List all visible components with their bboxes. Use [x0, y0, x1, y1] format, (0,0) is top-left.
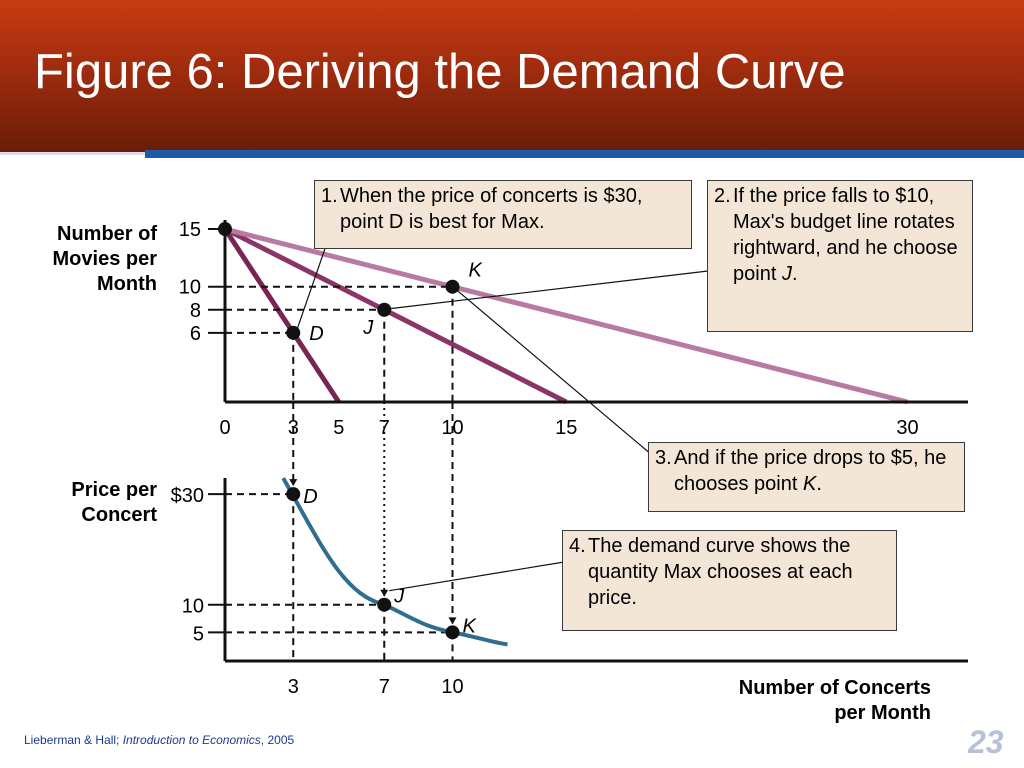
- callout-number: 1.: [321, 185, 338, 207]
- top-y-tick-label: 8: [190, 300, 201, 322]
- leader-callout-1: [296, 239, 329, 330]
- point-label-J: J: [362, 317, 374, 339]
- connector-arrow-J: [380, 589, 389, 597]
- source-credit: Lieberman & Hall; Introduction to Econom…: [24, 733, 294, 747]
- top-y-axis-title: Movies per: [53, 248, 158, 270]
- top-y-tick-label: 6: [190, 323, 201, 345]
- callout-number: 2.: [714, 185, 731, 207]
- callout-number: 4.: [569, 535, 586, 557]
- bottom-x-tick-label: 10: [441, 676, 463, 698]
- bottom-y-axis-title: Concert: [81, 504, 157, 526]
- callout-point-label: J: [781, 263, 792, 285]
- callout-text: And if the price drops to $5, he chooses…: [674, 447, 947, 495]
- callout-number: 3.: [655, 447, 672, 469]
- budget-line-2: [223, 226, 568, 405]
- callout-point-label: K: [802, 473, 817, 495]
- credit-book: Introduction to Economics: [122, 733, 261, 747]
- top-x-tick-label: 15: [555, 417, 577, 439]
- top-x-tick-label: 30: [896, 417, 918, 439]
- demand-point-label-K: K: [463, 615, 478, 637]
- callout-2: 2. If the price falls to $10, Max's budg…: [707, 180, 973, 332]
- demand-point-label-D: D: [303, 486, 317, 508]
- leader-callout-3: [457, 290, 653, 456]
- top-x-tick-label: 0: [219, 417, 230, 439]
- callout-text: The demand curve shows the quantity Max …: [588, 535, 853, 609]
- callout-tail: .: [816, 473, 822, 495]
- top-y-axis-title: Month: [97, 273, 157, 295]
- top-y-tick-label: 10: [179, 277, 201, 299]
- callout-text: When the price of concerts is $30, point…: [340, 185, 643, 233]
- budget-line-1: [222, 227, 341, 404]
- point-label-D: D: [309, 323, 323, 345]
- callout-3: 3. And if the price drops to $5, he choo…: [648, 442, 965, 512]
- leader-callout-2: [389, 270, 709, 310]
- demand-curve: [281, 477, 508, 647]
- leader-callout-4: [389, 561, 565, 592]
- bottom-y-tick-label: 5: [193, 623, 204, 645]
- connector-arrow-K: [448, 617, 457, 625]
- bottom-y-tick-label: $30: [171, 485, 204, 507]
- demand-point-label-J: J: [393, 586, 405, 608]
- page-number: 23: [968, 724, 1004, 760]
- slide-title: Figure 6: Deriving the Demand Curve: [34, 45, 846, 99]
- accent-bar: [145, 150, 1024, 158]
- callout-tail: .: [791, 263, 798, 285]
- point-D: [286, 325, 301, 340]
- bottom-x-axis-title: Number of Concerts: [739, 677, 931, 699]
- bottom-x-axis-title: per Month: [834, 702, 931, 724]
- point-label-K: K: [469, 260, 484, 282]
- bottom-x-tick-label: 7: [379, 676, 390, 698]
- bottom-y-tick-label: 10: [182, 596, 204, 618]
- credit-year: , 2005: [260, 733, 295, 747]
- callout-4: 4. The demand curve shows the quantity M…: [562, 530, 897, 631]
- callout-text: If the price falls to $10, Max's budget …: [733, 185, 958, 285]
- connector-arrow-D: [289, 479, 298, 487]
- title-banner: Figure 6: Deriving the Demand Curve: [0, 0, 1024, 152]
- point-J: [377, 302, 392, 317]
- top-y-tick-label: 15: [179, 219, 201, 241]
- intercept-point: [218, 222, 232, 237]
- budget-line-3: [224, 226, 909, 405]
- top-y-axis-title: Number of: [57, 223, 157, 245]
- point-K: [445, 279, 460, 294]
- top-x-tick-label: 5: [333, 417, 344, 439]
- demand-point-D: [286, 487, 301, 502]
- demand-point-K: [445, 625, 460, 640]
- demand-point-J: [377, 597, 392, 612]
- bottom-y-axis-title: Price per: [71, 479, 157, 501]
- bottom-x-tick-label: 3: [288, 676, 299, 698]
- credit-authors: Lieberman & Hall;: [24, 733, 123, 747]
- callout-1: 1. When the price of concerts is $30, po…: [314, 180, 692, 249]
